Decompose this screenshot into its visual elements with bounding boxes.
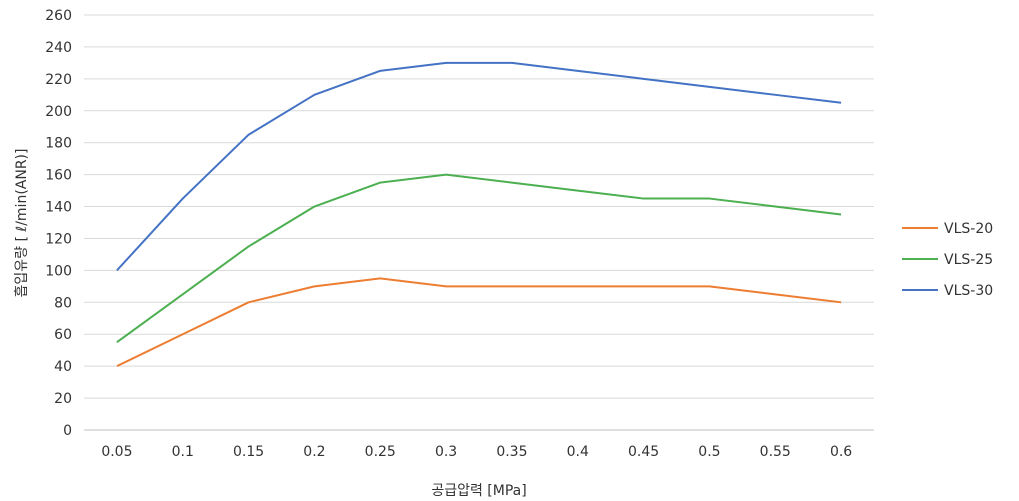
x-tick-label: 0.35 (496, 444, 527, 460)
series-line (116, 61, 842, 272)
y-tick-label: 160 (45, 168, 72, 184)
series-vls-25 (116, 173, 842, 344)
y-tick-label: 220 (45, 72, 72, 88)
x-tick-label: 0.6 (830, 444, 852, 460)
legend-label: VLS-20 (944, 221, 993, 237)
x-tick-label: 0.2 (303, 444, 325, 460)
y-tick-label: 20 (54, 391, 72, 407)
legend-label: VLS-25 (944, 252, 993, 268)
x-axis-title: 공급압력 [MPa] (431, 483, 526, 499)
series-line (116, 173, 842, 344)
y-tick-label: 240 (45, 40, 72, 56)
legend-item: VLS-20 (902, 221, 993, 237)
y-tick-label: 100 (45, 263, 72, 279)
x-tick-label: 0.4 (567, 444, 589, 460)
x-tick-label: 0.3 (435, 444, 457, 460)
y-tick-label: 60 (54, 327, 72, 343)
x-axis-ticks: 0.05 0.1 0.15 0.2 0.25 0.3 0.35 0.4 0.45 0.5 0.55 0… (101, 444, 852, 460)
y-tick-label: 120 (45, 231, 72, 247)
x-tick-label: 0.55 (760, 444, 791, 460)
y-tick-label: 180 (45, 136, 72, 152)
y-tick-label: 80 (54, 295, 72, 311)
legend-item: VLS-25 (902, 252, 993, 268)
y-tick-label: 200 (45, 104, 72, 120)
y-tick-label: 140 (45, 200, 72, 216)
y-tick-label: 40 (54, 359, 72, 375)
x-tick-label: 0.25 (365, 444, 396, 460)
y-axis-ticks: 0 20 40 60 80 100 120 140 160 180 200 220 240 260 (45, 8, 72, 439)
y-tick-label: 260 (45, 8, 72, 24)
x-tick-label: 0.5 (698, 444, 720, 460)
x-tick-label: 0.15 (233, 444, 264, 460)
series-vls-20 (116, 277, 842, 368)
series-vls-30 (116, 61, 842, 272)
series-line (116, 277, 842, 368)
legend-label: VLS-30 (944, 283, 993, 299)
y-tick-label: 0 (63, 423, 72, 439)
gridlines (84, 14, 874, 431)
y-axis-title: 흡입유량 [ ℓ/min(ANR)] (14, 149, 30, 298)
x-tick-label: 0.45 (628, 444, 659, 460)
legend: VLS-20 VLS-25 VLS-30 (902, 221, 993, 299)
series-lines (116, 61, 842, 368)
x-tick-label: 0.05 (101, 444, 132, 460)
x-tick-label: 0.1 (172, 444, 194, 460)
legend-item: VLS-30 (902, 283, 993, 299)
